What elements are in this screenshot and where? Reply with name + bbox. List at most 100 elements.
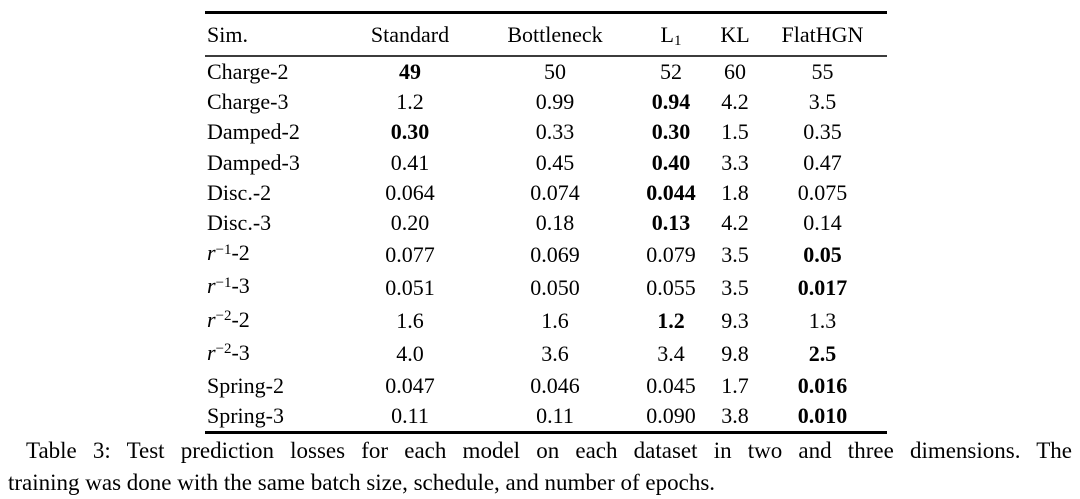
value-cell: 0.11 (536, 403, 574, 429)
value-cell: 0.050 (530, 274, 580, 300)
value-cell: 0.45 (535, 149, 575, 175)
value-cell: 0.14 (803, 210, 842, 236)
value-cell: 0.064 (385, 179, 435, 205)
value-cell: 4.2 (721, 89, 749, 115)
value-cell: 1.2 (657, 308, 685, 334)
value-cell: 1.2 (396, 89, 424, 115)
row-label: Charge-2 (207, 59, 289, 84)
value-cell: 0.13 (651, 210, 691, 236)
row-label: Spring-2 (207, 373, 284, 399)
value-cell: 0.30 (651, 119, 691, 145)
column-header: KL (720, 21, 750, 47)
table-top-rule (205, 11, 887, 14)
value-cell: 9.8 (721, 341, 749, 367)
table-3-container: Sim. Standard Bottleneck L1 KL FlatHGN Charge… (205, 11, 887, 435)
value-cell: 1.7 (721, 373, 749, 399)
value-cell: 55 (811, 59, 834, 84)
value-cell: 0.069 (530, 241, 580, 267)
value-cell: 1.8 (721, 179, 749, 205)
value-cell: 1.6 (541, 308, 569, 334)
row-label: Disc.-2 (207, 179, 272, 205)
value-cell: 3.5 (721, 241, 749, 267)
value-cell: 0.010 (797, 403, 848, 429)
value-cell: 0.017 (797, 274, 848, 300)
caption-line-1: Table 3: Test prediction losses for each… (26, 438, 1072, 463)
value-cell: 0.047 (385, 373, 435, 399)
table-header-row: Sim. Standard Bottleneck L1 KL FlatHGN (205, 14, 887, 56)
table-row: r−2-2 1.6 1.6 1.2 9.3 1.3 (205, 305, 887, 338)
value-cell: 0.20 (390, 210, 430, 236)
value-cell: 0.99 (535, 89, 575, 115)
value-cell: 0.077 (385, 241, 435, 267)
table-row: r−2-3 4.0 3.6 3.4 9.8 2.5 (205, 338, 887, 371)
value-cell: 0.40 (651, 149, 691, 175)
results-table: Sim. Standard Bottleneck L1 KL FlatHGN Charge… (205, 14, 887, 431)
value-cell: 3.4 (657, 341, 685, 367)
value-cell: 1.6 (396, 308, 424, 334)
column-header: FlatHGN (781, 21, 864, 47)
value-cell: 0.044 (646, 179, 696, 205)
table-row: Disc.-2 0.064 0.074 0.044 1.8 0.075 (205, 178, 887, 208)
value-cell: 0.94 (651, 89, 691, 115)
column-header: Bottleneck (507, 21, 603, 47)
table-body: Charge-2 49 50 52 60 55 Charge-3 1.2 0.99 0.94 4.2… (205, 56, 887, 431)
value-cell: 3.6 (541, 341, 569, 367)
value-cell: 3.8 (721, 403, 749, 429)
value-cell: 2.5 (808, 341, 837, 367)
row-label: Damped-2 (207, 119, 300, 145)
value-cell: 0.045 (646, 373, 696, 399)
column-header: Sim. (207, 21, 248, 47)
row-label: Damped-3 (207, 149, 300, 175)
value-cell: 3.5 (808, 89, 837, 115)
value-cell: 0.41 (390, 149, 430, 175)
table-row: Charge-2 49 50 52 60 55 (205, 56, 887, 87)
table-row: Damped-3 0.41 0.45 0.40 3.3 0.47 (205, 148, 887, 178)
value-cell: 1.5 (721, 119, 749, 145)
value-cell: 0.016 (797, 373, 848, 399)
value-cell: 49 (399, 59, 421, 84)
table-row: r−1-3 0.051 0.050 0.055 3.5 0.017 (205, 271, 887, 304)
table-caption: Table 3: Test prediction losses for each… (8, 435, 1072, 499)
value-cell: 0.47 (803, 149, 842, 175)
table-bottom-rule (205, 431, 887, 435)
value-cell: 0.055 (646, 274, 696, 300)
value-cell: 0.33 (535, 119, 575, 145)
row-label: r−1-2 (207, 240, 250, 266)
table-row: Disc.-3 0.20 0.18 0.13 4.2 0.14 (205, 208, 887, 238)
row-label: Charge-3 (207, 89, 289, 115)
row-label: r−2-2 (207, 306, 250, 332)
caption-line-2: training was done with the same batch si… (8, 470, 716, 495)
table-row: Charge-3 1.2 0.99 0.94 4.2 3.5 (205, 87, 887, 117)
row-label: r−1-3 (207, 273, 250, 299)
table-row: r−1-2 0.077 0.069 0.079 3.5 0.05 (205, 238, 887, 271)
value-cell: 4.0 (396, 341, 424, 367)
value-cell: 0.35 (803, 119, 842, 145)
value-cell: 0.046 (530, 373, 580, 399)
table-row: Damped-2 0.30 0.33 0.30 1.5 0.35 (205, 117, 887, 147)
value-cell: 1.3 (808, 308, 837, 334)
value-cell: 3.3 (721, 149, 749, 175)
row-label: Disc.-3 (207, 210, 272, 236)
value-cell: 3.5 (721, 274, 749, 300)
value-cell: 0.075 (797, 179, 848, 205)
row-label: r−2-3 (207, 339, 250, 365)
table-row: Spring-3 0.11 0.11 0.090 3.8 0.010 (205, 401, 887, 431)
value-cell: 52 (660, 59, 682, 84)
value-cell: 0.074 (530, 179, 580, 205)
table-row: Spring-2 0.047 0.046 0.045 1.7 0.016 (205, 371, 887, 401)
value-cell: 50 (544, 59, 566, 84)
value-cell: 0.05 (803, 241, 842, 267)
value-cell: 0.11 (391, 403, 429, 429)
value-cell: 0.051 (385, 274, 435, 300)
value-cell: 4.2 (721, 210, 749, 236)
value-cell: 0.30 (390, 119, 430, 145)
row-label: Spring-3 (207, 403, 284, 429)
column-header: Standard (370, 21, 450, 47)
column-header: L1 (660, 21, 682, 49)
value-cell: 60 (724, 59, 746, 84)
value-cell: 9.3 (721, 308, 749, 334)
value-cell: 0.090 (646, 403, 696, 429)
value-cell: 0.079 (646, 241, 696, 267)
value-cell: 0.18 (535, 210, 575, 236)
